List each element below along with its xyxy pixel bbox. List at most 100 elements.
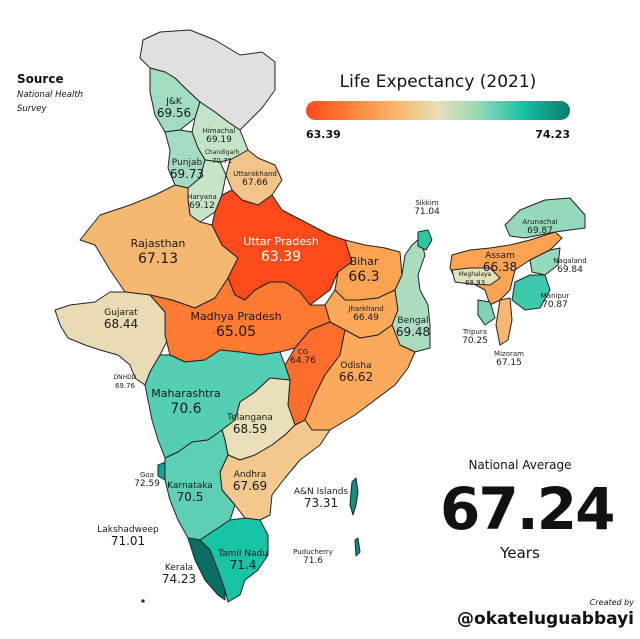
state-label-bengal: Bengal 69.48 <box>396 316 430 340</box>
state-label-goa: Goa 72.59 <box>134 471 160 489</box>
state-label-maharashtra: Maharashtra 70.6 <box>151 387 221 417</box>
state-label-assam: Assam 66.38 <box>483 251 517 275</box>
state-name: Puducherry <box>293 548 333 556</box>
state-name: Manipur <box>540 292 570 300</box>
region-tripura[interactable] <box>477 299 496 326</box>
state-name: Maharashtra <box>151 387 221 400</box>
state-name: Madhya Pradesh <box>190 310 282 323</box>
credit: Created by @okateluguabbayi <box>457 598 634 629</box>
state-label-an-islands: A&N Islands 73.31 <box>294 487 348 511</box>
state-label-kerala: Kerala 74.23 <box>162 563 196 587</box>
state-value: 69.84 <box>557 265 583 276</box>
state-value: 68.44 <box>103 317 139 332</box>
state-value: 66.38 <box>482 260 518 275</box>
state-value: 67.15 <box>496 358 522 369</box>
state-label-haryana: Haryana 69.12 <box>187 193 217 211</box>
state-name: A&N Islands <box>293 487 349 497</box>
state-value: 68.93 <box>464 278 486 287</box>
state-label-karnataka: Karnataka 70.5 <box>167 481 213 505</box>
state-name: Tamil Nadu <box>218 549 268 559</box>
source-detail: National Health Survey <box>17 90 84 114</box>
region-karnataka[interactable] <box>164 429 236 541</box>
state-value: 69.19 <box>206 135 232 146</box>
state-label-gujarat: Gujarat 68.44 <box>104 308 138 332</box>
state-name: Bihar <box>349 255 379 268</box>
state-value: 63.39 <box>260 248 302 265</box>
region-manipur[interactable] <box>511 274 551 311</box>
region-an-islands[interactable] <box>349 477 359 516</box>
state-value: 67.69 <box>232 479 268 494</box>
legend-min: 63.39 <box>306 128 341 141</box>
legend-max: 74.23 <box>535 128 570 141</box>
state-label-chandigarh: Chandigarh 70.71 <box>204 149 240 165</box>
state-value: 72.59 <box>134 479 160 490</box>
state-name: Mizoram <box>494 350 524 358</box>
state-label-punjab: Punjab 69.73 <box>170 158 204 182</box>
state-name: Meghalaya <box>458 271 492 278</box>
state-label-telangana: Telangana 68.59 <box>227 413 273 437</box>
state-value: 69.73 <box>169 167 205 182</box>
region-meghalaya[interactable] <box>451 267 501 286</box>
state-name: DNHDD <box>113 374 137 381</box>
state-name: Assam <box>485 251 515 261</box>
state-name: Punjab <box>171 158 203 168</box>
state-value: 69.12 <box>189 201 215 212</box>
chart-title: Life Expectancy (2021) <box>339 72 537 92</box>
state-value: 69.48 <box>395 325 431 340</box>
state-label-meghalaya: Meghalaya 68.93 <box>458 271 492 287</box>
state-value: 71.4 <box>229 558 257 573</box>
state-label-arunachal: Arunachal 69.87 <box>522 218 557 236</box>
state-label-tamil-nadu: Tamil Nadu 71.4 <box>218 549 268 573</box>
state-value: 71.6 <box>302 556 324 567</box>
state-name: Telangana <box>227 413 273 423</box>
national-average-label: National Average <box>468 458 572 472</box>
source-block: Source National Health Survey <box>17 72 97 116</box>
state-value: 64.76 <box>290 356 316 367</box>
region-sikkim[interactable] <box>417 229 433 251</box>
state-name: Nagaland <box>553 257 587 265</box>
state-name: Bengal <box>397 316 429 326</box>
state-label-puducherry: Puducherry 71.6 <box>293 548 333 566</box>
region-an-islands-south[interactable] <box>354 537 361 557</box>
state-label-jk: J&K 69.56 <box>157 97 191 121</box>
state-label-jharkhand: Jharkhand 66.49 <box>348 305 383 323</box>
state-value: 69.56 <box>156 106 192 121</box>
legend-gradient-bar <box>306 101 570 120</box>
state-label-cg: CG 64.76 <box>290 348 316 366</box>
state-value: 65.05 <box>215 323 257 340</box>
state-name: Tripura <box>462 328 488 336</box>
state-label-madhya-pradesh: Madhya Pradesh 65.05 <box>190 310 282 340</box>
state-value: 70.71 <box>211 156 233 165</box>
region-arunachal[interactable] <box>504 197 586 239</box>
state-value: 68.59 <box>232 422 268 437</box>
region-mizoram[interactable] <box>495 297 513 346</box>
source-heading: Source <box>17 72 64 86</box>
state-value: 69.87 <box>527 226 553 237</box>
credit-label: Created by <box>589 598 634 607</box>
credit-handle: @okateluguabbayi <box>457 609 634 629</box>
state-name: Odisha <box>340 361 372 371</box>
state-value: 71.04 <box>414 207 440 218</box>
national-average-value: 67.24 <box>440 475 615 543</box>
region-odisha[interactable] <box>304 324 416 431</box>
state-name: Chandigarh <box>204 149 240 156</box>
region-nagaland[interactable] <box>529 247 561 276</box>
state-name: Kerala <box>164 563 194 573</box>
state-value: 70.5 <box>176 490 204 505</box>
state-name: Rajasthan <box>130 237 186 250</box>
national-average-unit: Years <box>500 544 540 562</box>
state-value: 70.87 <box>542 300 568 311</box>
state-name: Arunachal <box>522 218 558 226</box>
region-andhra[interactable] <box>219 419 331 521</box>
region-tamil-nadu[interactable] <box>199 517 269 603</box>
national-average: National Average 67.24 Years <box>440 458 615 562</box>
state-label-lakshadweep: Lakshadweep 71.01 <box>97 525 159 549</box>
state-value: 74.23 <box>161 572 197 587</box>
state-name: J&K <box>166 97 182 107</box>
state-label-nagaland: Nagaland 69.84 <box>553 257 586 275</box>
state-name: Himachal <box>202 127 236 135</box>
state-label-odisha: Odisha 66.62 <box>339 361 373 385</box>
state-label-andhra: Andhra 67.69 <box>233 470 267 494</box>
state-name: Andhra <box>233 470 267 480</box>
